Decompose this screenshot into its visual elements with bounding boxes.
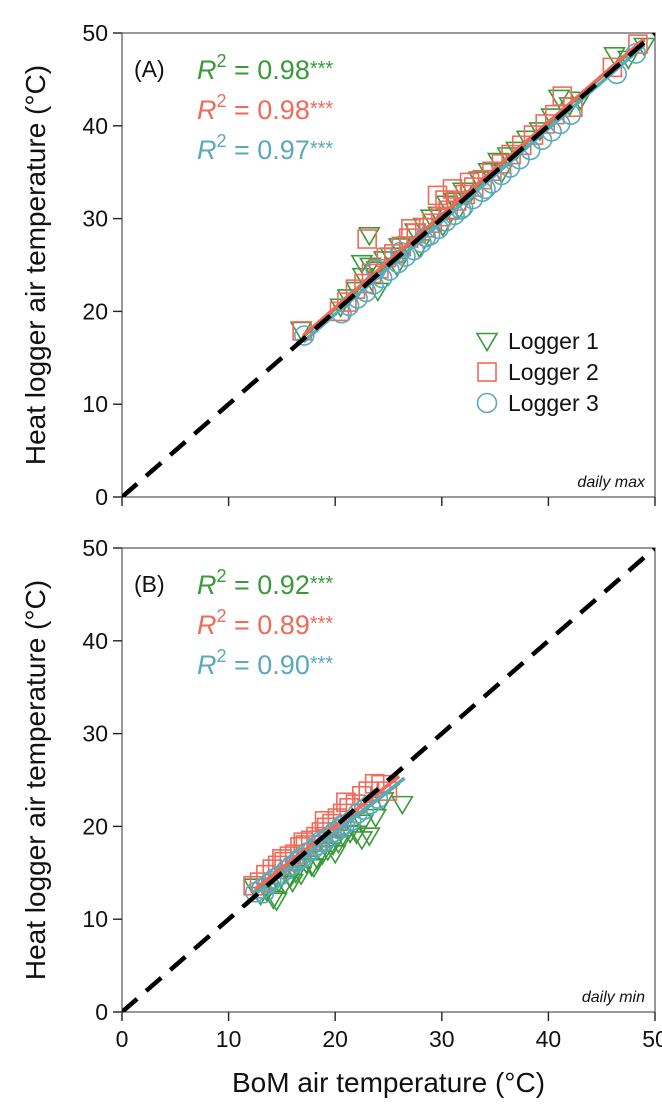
r-squared-annotation: R2 = 0.89*** (197, 606, 333, 640)
y-tick-label: 40 (82, 628, 108, 654)
panel-a: 0 10 20 30 40 50 Heat logger air temperature (… (20, 20, 656, 510)
plot-frame (121, 32, 656, 498)
data-point (307, 834, 329, 856)
x-tick-label: 0 (116, 1026, 129, 1052)
corner-note: daily max (577, 474, 646, 491)
data-point (427, 185, 448, 206)
data-point (390, 795, 414, 816)
data-point (264, 868, 285, 889)
plot-frame (121, 547, 656, 1013)
x-tick-label: 30 (429, 1026, 455, 1052)
legend-label: Logger 1 (508, 328, 599, 354)
x-tick-label: 10 (216, 1026, 242, 1052)
data-point (345, 825, 368, 845)
data-point (628, 34, 648, 54)
r-squared-annotation: R2 = 0.97*** (197, 131, 333, 165)
y-tick-label: 0 (95, 999, 108, 1025)
y-axis-title: Heat logger air temperature (°C) (20, 580, 51, 980)
data-point (323, 845, 347, 865)
data-point (260, 870, 282, 892)
data-point (257, 873, 279, 895)
y-tick-label: 50 (82, 20, 108, 46)
y-tick-label: 50 (82, 535, 108, 561)
legend-marker (475, 332, 499, 353)
data-point (309, 830, 331, 852)
data-point (357, 229, 377, 249)
data-point (288, 848, 310, 870)
x-tick-label: 40 (536, 1026, 562, 1052)
legend-label: Logger 3 (508, 390, 599, 416)
corner-note: daily min (582, 989, 645, 1006)
panel-label: (A) (134, 56, 165, 82)
data-point (603, 46, 626, 67)
legend-marker (477, 362, 497, 382)
r-squared-annotation: R2 = 0.90*** (197, 646, 333, 680)
data-point (293, 325, 315, 346)
data-point (357, 227, 381, 247)
panel-b: 0 10 20 30 40 50 0 10 20 30 40 50 Heat logger air te… (20, 535, 662, 1098)
x-axis-title: BoM air temperature (°C) (232, 1067, 545, 1098)
data-point (331, 815, 352, 836)
fit-line (302, 37, 646, 337)
x-tick-label: 50 (642, 1026, 662, 1052)
data-point (435, 190, 455, 210)
y-tick-label: 20 (82, 298, 108, 324)
r-squared-annotation: R2 = 0.92*** (197, 566, 333, 600)
legend-label: Logger 2 (508, 359, 599, 385)
y-axis-title: Heat logger air temperature (°C) (20, 65, 51, 465)
one-to-one-line (122, 548, 655, 1012)
plot-area (122, 33, 655, 497)
x-tick-label: 20 (322, 1026, 348, 1052)
data-point (350, 831, 374, 851)
data-point (357, 827, 381, 847)
y-tick-label: 10 (82, 391, 108, 417)
data-point (265, 892, 288, 912)
y-tick-label: 30 (82, 721, 108, 747)
y-tick-label: 10 (82, 906, 108, 932)
data-point (281, 855, 302, 876)
legend-marker (476, 392, 498, 414)
data-point (442, 179, 463, 199)
panel-label: (B) (134, 571, 165, 597)
y-tick-label: 0 (95, 484, 108, 510)
data-point (389, 241, 411, 263)
y-tick-label: 30 (82, 206, 108, 232)
data-point (364, 808, 388, 829)
data-point (275, 859, 297, 881)
data-point (336, 792, 356, 813)
y-tick-label: 40 (82, 113, 108, 139)
one-to-one-line (122, 33, 655, 497)
r-squared-annotation: R2 = 0.98*** (197, 51, 333, 85)
plot-area (122, 548, 655, 1012)
y-tick-label: 20 (82, 813, 108, 839)
data-point (552, 86, 573, 106)
r-squared-annotation: R2 = 0.98*** (197, 91, 333, 125)
